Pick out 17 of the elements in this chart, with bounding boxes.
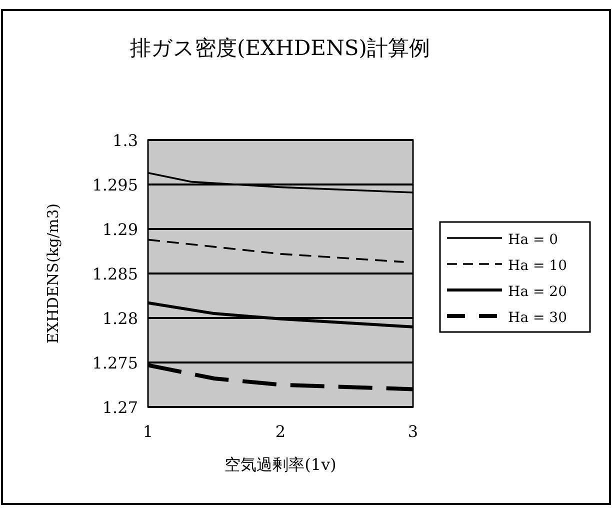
y-tick-label: 1.285 [92, 264, 138, 284]
y-tick-label: 1.295 [92, 176, 138, 194]
y-axis-title: EXHDENS(kg/m3) [44, 203, 62, 344]
legend-label: Ha = 30 [508, 310, 568, 326]
legend-label: Ha = 0 [508, 232, 558, 248]
y-tick-label: 1.3 [112, 131, 138, 150]
x-tick-label: 2 [275, 422, 286, 441]
y-tick-label: 1.28 [102, 309, 138, 328]
y-tick-label: 1.27 [102, 398, 138, 417]
legend-label: Ha = 10 [508, 258, 568, 274]
x-tick-label: 1 [142, 422, 154, 441]
y-tick-label: 1.29 [102, 220, 138, 239]
chart-title: 排ガス密度(EXHDENS)計算例 [130, 36, 430, 60]
y-tick-label: 1.275 [92, 354, 138, 372]
x-axis-title: 空気過剰率(1v) [224, 455, 336, 474]
x-tick-label: 3 [408, 422, 418, 441]
legend-label: Ha = 20 [508, 284, 568, 300]
